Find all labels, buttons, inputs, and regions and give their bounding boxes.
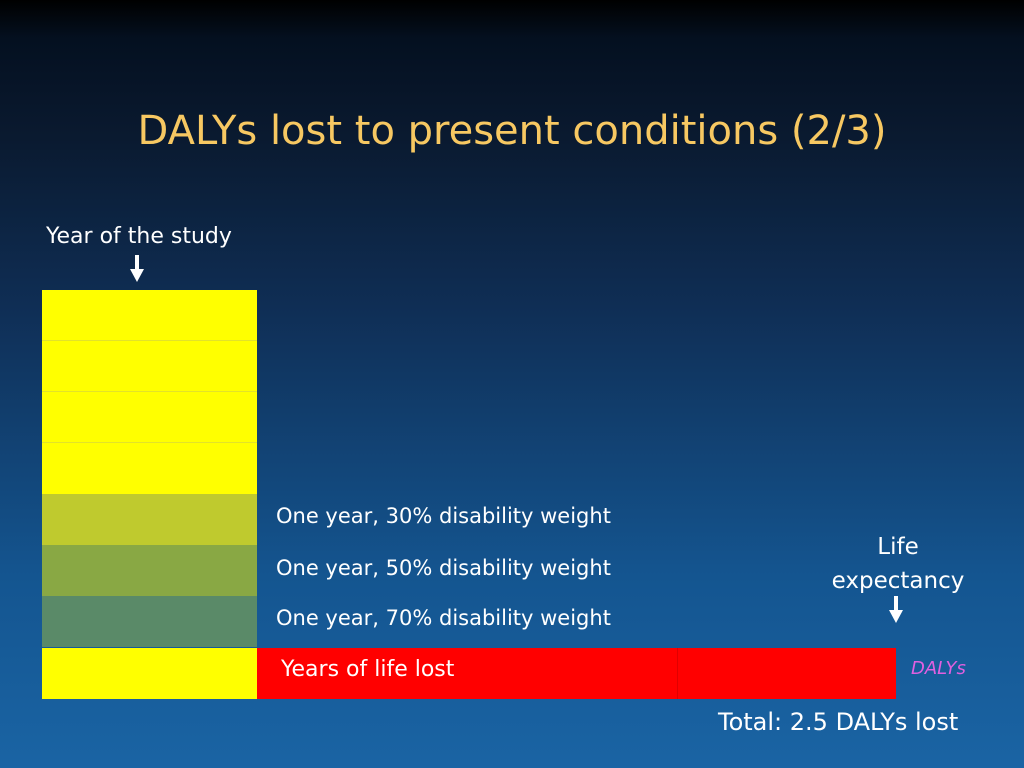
total-dalys-label: Total: 2.5 DALYs lost — [718, 708, 959, 736]
years-of-life-lost-bar — [257, 648, 896, 699]
disability-30-block — [42, 494, 257, 545]
healthy-year-block — [42, 341, 257, 392]
down-arrow-icon — [889, 596, 903, 626]
disability-70-block — [42, 596, 257, 647]
years-of-life-lost-label: Years of life lost — [281, 657, 455, 682]
dalys-tag: DALYs — [911, 658, 966, 679]
bar-segment-divider — [677, 648, 678, 699]
life-expectancy-line2: expectancy — [831, 568, 965, 594]
down-arrow-icon — [130, 255, 144, 285]
disability-50-block — [42, 545, 257, 596]
row-label-70: One year, 70% disability weight — [276, 606, 611, 630]
life-expectancy-line1: Life — [877, 534, 919, 560]
healthy-year-block — [42, 290, 257, 341]
row-label-50: One year, 50% disability weight — [276, 556, 611, 580]
healthy-year-block — [42, 443, 257, 494]
slide-title: DALYs lost to present conditions (2/3) — [137, 108, 887, 154]
life-expectancy-label: Life expectancy — [818, 530, 978, 598]
healthy-year-block — [42, 392, 257, 443]
death-year-block — [42, 648, 257, 699]
row-label-30: One year, 30% disability weight — [276, 504, 611, 528]
year-of-study-label: Year of the study — [46, 224, 232, 249]
